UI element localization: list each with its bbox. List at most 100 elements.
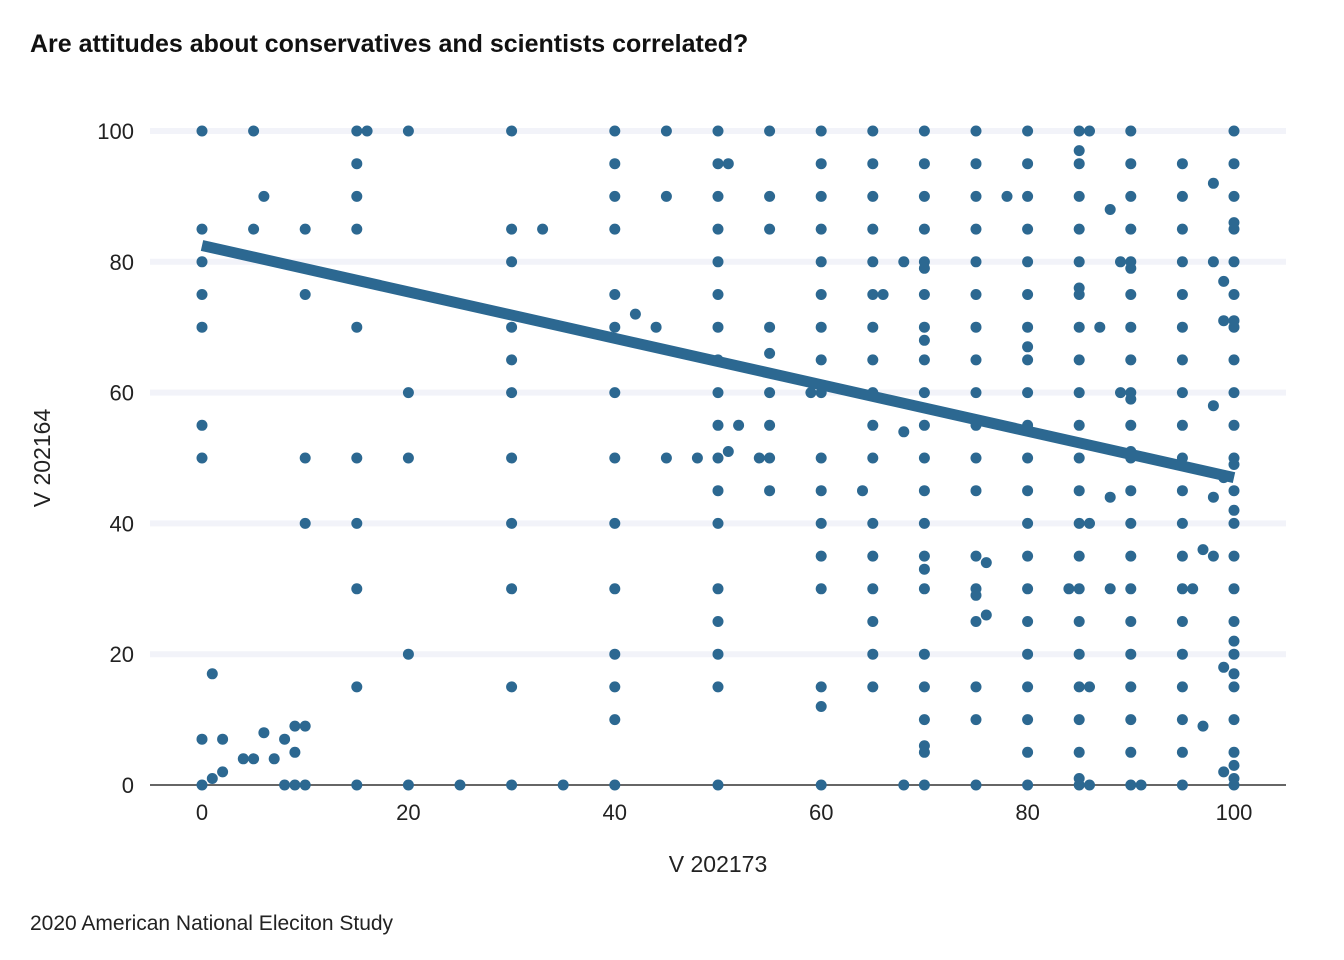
data-point-131 [918, 321, 930, 333]
data-point-144 [970, 485, 982, 497]
data-point-104 [867, 583, 879, 595]
data-point-141 [970, 616, 982, 627]
data-point-75 [712, 125, 724, 137]
data-point-275 [537, 223, 549, 235]
data-point-57 [609, 125, 621, 137]
data-point-287 [764, 347, 776, 359]
data-point-268 [279, 733, 291, 745]
y-tick-label-60: 60 [110, 381, 134, 406]
data-point-151 [970, 256, 982, 268]
data-point-17 [299, 223, 311, 235]
data-point-289 [857, 485, 868, 497]
data-point-89 [815, 517, 827, 529]
data-point-185 [1073, 517, 1085, 529]
data-point-315 [1115, 256, 1126, 268]
data-point-40 [506, 321, 518, 333]
data-point-36 [506, 517, 518, 529]
data-point-19 [351, 681, 363, 693]
data-point-184 [1073, 550, 1085, 562]
data-point-189 [1073, 387, 1085, 399]
data-point-157 [1022, 746, 1034, 758]
data-point-200 [1125, 714, 1137, 726]
data-point-313 [1104, 491, 1116, 503]
data-point-130 [918, 354, 930, 366]
data-point-285 [733, 419, 745, 431]
data-point-254 [1228, 289, 1240, 300]
data-point-338 [1228, 635, 1240, 647]
source-caption: 2020 American National Eleciton Study [30, 912, 394, 935]
data-point-51 [609, 387, 621, 399]
data-point-117 [867, 125, 879, 137]
data-point-328 [1207, 256, 1219, 268]
data-point-173 [1022, 223, 1034, 235]
data-point-52 [609, 321, 621, 333]
data-point-170 [1022, 321, 1034, 333]
data-point-39 [506, 354, 518, 366]
data-point-107 [867, 452, 879, 464]
data-point-183 [1073, 583, 1085, 595]
data-point-281 [660, 125, 672, 137]
data-point-186 [1073, 485, 1085, 497]
data-point-330 [1218, 275, 1230, 287]
data-point-292 [898, 256, 910, 268]
data-point-29 [402, 648, 414, 660]
data-point-231 [1176, 387, 1188, 399]
data-point-81 [764, 223, 776, 235]
data-point-34 [506, 681, 518, 693]
data-point-160 [1022, 648, 1034, 660]
data-point-276 [557, 779, 569, 791]
data-point-290 [877, 289, 889, 300]
data-point-202 [1125, 648, 1137, 660]
data-point-32 [402, 125, 414, 137]
data-point-255 [1228, 256, 1240, 268]
data-point-26 [351, 158, 363, 170]
data-point-28 [402, 779, 414, 791]
data-point-298 [970, 589, 982, 601]
data-point-24 [351, 223, 363, 235]
data-point-296 [918, 262, 930, 274]
data-point-178 [1073, 746, 1085, 758]
data-point-219 [1176, 779, 1188, 791]
data-point-123 [918, 583, 930, 595]
data-point-169 [1022, 354, 1034, 366]
data-point-164 [1022, 517, 1034, 529]
data-point-223 [1176, 648, 1188, 660]
data-point-3 [196, 419, 208, 431]
data-point-339 [1228, 668, 1240, 680]
data-point-105 [867, 550, 879, 562]
data-point-86 [815, 681, 827, 693]
data-point-205 [1125, 550, 1137, 562]
data-point-341 [1228, 773, 1240, 784]
data-point-286 [753, 452, 765, 464]
data-point-76 [764, 485, 776, 497]
data-point-65 [712, 452, 724, 464]
data-point-317 [1125, 393, 1137, 405]
x-tick-label-20: 20 [396, 800, 420, 825]
data-point-148 [970, 354, 982, 366]
data-point-74 [712, 158, 724, 170]
data-point-307 [1084, 517, 1095, 529]
data-point-94 [815, 321, 827, 333]
data-point-182 [1073, 616, 1085, 627]
data-point-143 [970, 550, 982, 562]
data-point-211 [1125, 354, 1137, 366]
data-point-116 [867, 158, 879, 170]
data-point-161 [1022, 616, 1034, 627]
data-point-139 [970, 714, 982, 726]
data-point-280 [660, 190, 672, 202]
data-point-166 [1022, 452, 1034, 464]
data-point-67 [712, 387, 724, 399]
trend-line-group [200, 240, 1236, 483]
data-point-99 [815, 158, 827, 170]
data-point-115 [867, 190, 879, 202]
data-point-50 [609, 452, 621, 464]
data-point-112 [867, 289, 879, 300]
data-point-60 [712, 648, 724, 660]
data-point-129 [918, 387, 930, 399]
data-point-327 [1207, 550, 1219, 562]
data-point-264 [237, 753, 249, 765]
data-point-82 [764, 190, 776, 202]
data-point-12 [299, 779, 311, 791]
data-point-79 [764, 387, 776, 399]
data-point-238 [1176, 158, 1188, 170]
